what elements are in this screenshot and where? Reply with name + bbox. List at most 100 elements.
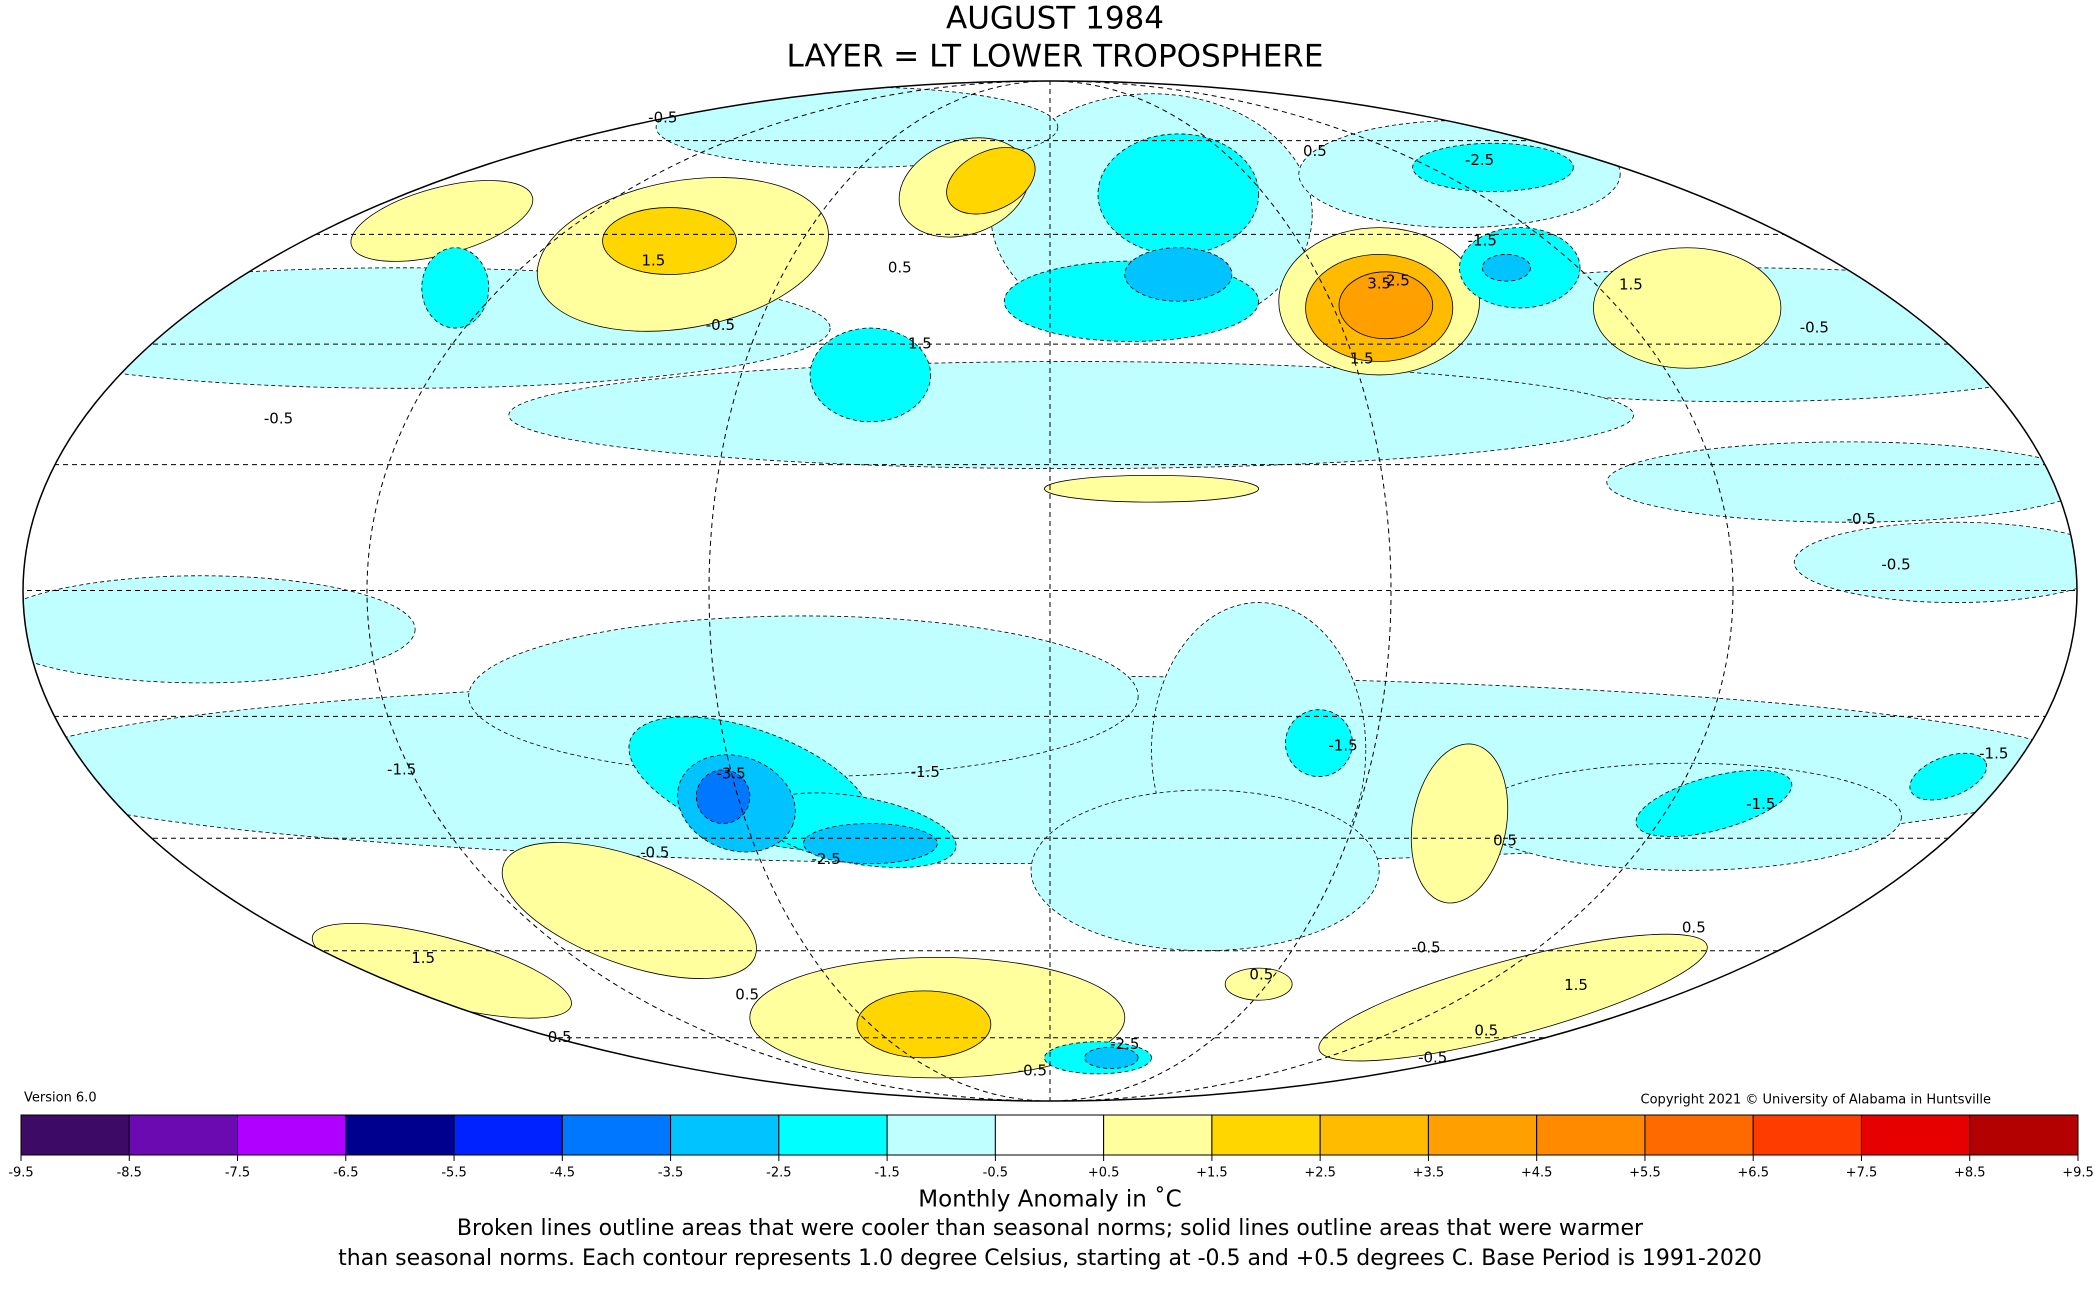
title: AUGUST 1984 <box>946 1 1164 37</box>
anomaly-region <box>1030 789 1380 952</box>
colorbar-tick-label: -2.5 <box>766 1166 791 1181</box>
anomaly-region <box>1318 933 1708 1062</box>
anomaly-region <box>1285 709 1353 778</box>
contour-label: -3.5 <box>716 764 745 782</box>
contour-label: 0.5 <box>735 985 759 1003</box>
contour-label: -0.5 <box>706 316 735 334</box>
contour-label: 1.5 <box>411 949 435 967</box>
anomaly-region <box>508 361 1634 470</box>
contour-label: 0.5 <box>548 1028 572 1046</box>
contour-label: 1.5 <box>1619 276 1643 294</box>
anomaly-region <box>946 147 1036 215</box>
contour-label: 0.5 <box>1303 142 1327 160</box>
anomaly-region <box>1224 967 1293 1001</box>
colorbar-tick-label: +0.5 <box>1088 1166 1120 1181</box>
anomaly-region <box>856 990 992 1059</box>
graticule <box>708 81 1392 1101</box>
contour-label: 1.5 <box>1350 349 1374 367</box>
colorbar-tick-label: -3.5 <box>658 1166 683 1181</box>
colorbar-segment <box>561 1114 672 1156</box>
contour-label: -0.5 <box>1847 510 1876 528</box>
contour-label: 0.5 <box>888 258 912 276</box>
contour-label: 1.5 <box>1564 976 1588 994</box>
contour-label: -0.5 <box>1018 1062 1047 1080</box>
caption-line: Broken lines outline areas that were coo… <box>457 1216 1644 1241</box>
colorbar-tick-label: +9.5 <box>2062 1166 2094 1181</box>
contour-label: -2.5 <box>1110 1035 1139 1053</box>
colorbar-tick-label: +8.5 <box>1954 1166 1986 1181</box>
contour-label: -0.5 <box>640 843 669 861</box>
colorbar-segment <box>1536 1114 1646 1156</box>
colorbar-segment <box>886 1114 996 1156</box>
contour-label: -1.5 <box>1746 795 1775 813</box>
contour-label: -0.5 <box>648 108 677 126</box>
anomaly-region <box>802 823 938 865</box>
colorbar-segment <box>778 1114 888 1156</box>
colorbar-segment <box>128 1114 239 1156</box>
colorbar-segment <box>1427 1114 1538 1156</box>
colorbar-segment <box>1211 1114 1321 1156</box>
colorbar-segment <box>453 1114 563 1156</box>
contour-label: 1.5 <box>642 252 666 270</box>
map-fill <box>23 81 2077 1101</box>
contour-label: 1.5 <box>908 335 932 353</box>
colorbar-segment <box>670 1114 780 1156</box>
colorbar-tick-label: -8.5 <box>117 1166 142 1181</box>
contour-label: -1.5 <box>1979 744 2008 762</box>
contour-label: 0.5 <box>1249 965 1273 983</box>
anomaly-region <box>695 769 751 824</box>
anomaly-region <box>311 922 572 1019</box>
colorbar-tick-label: -5.5 <box>441 1166 466 1181</box>
contour-label: -0.5 <box>264 410 293 428</box>
colorbar-tick-label: +3.5 <box>1413 1166 1445 1181</box>
contour-label: 3.5 <box>1367 274 1391 292</box>
colorbar-tick-label: +4.5 <box>1521 1166 1553 1181</box>
anomaly-region <box>1410 743 1509 904</box>
colorbar-tick-label: -4.5 <box>550 1166 575 1181</box>
map-outline <box>22 80 2078 1102</box>
anomaly-region <box>1635 769 1793 837</box>
contour-label: -1.5 <box>387 760 416 778</box>
anomaly-region <box>23 575 416 684</box>
subtitle: LAYER = LT LOWER TROPOSPHERE <box>787 39 1324 75</box>
contour-label: -0.5 <box>1800 319 1829 337</box>
anomaly-region <box>1124 247 1233 302</box>
anomaly-region <box>602 207 737 275</box>
colorbar-segment <box>1969 1114 2079 1156</box>
anomaly-region <box>1606 441 2077 523</box>
contour-label: 2.5 <box>1386 272 1410 290</box>
colorbar-tick-label: -6.5 <box>333 1166 358 1181</box>
colorbar-segment <box>345 1114 455 1156</box>
anomaly-region <box>809 327 932 423</box>
colorbar-tick-label: +7.5 <box>1846 1166 1878 1181</box>
colorbar-tick-label: +1.5 <box>1196 1166 1228 1181</box>
anomaly-region <box>1481 254 1531 282</box>
colorbar-tick-label: -0.5 <box>983 1166 1008 1181</box>
colorbar-tick-label: -1.5 <box>874 1166 899 1181</box>
colorbar-tick-label: +5.5 <box>1629 1166 1661 1181</box>
colorbar-segment <box>1860 1114 1971 1156</box>
contour-label: -0.5 <box>1418 1048 1447 1066</box>
colorbar-segment <box>994 1114 1105 1156</box>
anomaly-region <box>1593 247 1782 369</box>
colorbar-segment <box>237 1114 347 1156</box>
colorbar-segment <box>1644 1114 1754 1156</box>
anomaly-region <box>1338 271 1434 340</box>
colorbar-segment <box>20 1114 130 1156</box>
anomaly-region <box>501 842 757 979</box>
anomaly-region <box>1909 752 1988 801</box>
contour-label: -0.5 <box>1881 556 1910 574</box>
contour-label: -2.5 <box>1465 151 1494 169</box>
anomaly-region <box>1084 1046 1139 1069</box>
caption-line: than seasonal norms. Each contour repres… <box>338 1246 1762 1271</box>
contour-label: 0.5 <box>1682 918 1706 936</box>
colorbar-tick-label: -9.5 <box>8 1166 33 1181</box>
contour-label: -2.5 <box>812 850 841 868</box>
anomaly-region <box>1097 133 1260 255</box>
colorbar-tick-label: +2.5 <box>1304 1166 1336 1181</box>
colorbar-segment <box>1752 1114 1862 1156</box>
colorbar-tick-label: +6.5 <box>1737 1166 1769 1181</box>
colorbar-tick-label: -7.5 <box>225 1166 250 1181</box>
